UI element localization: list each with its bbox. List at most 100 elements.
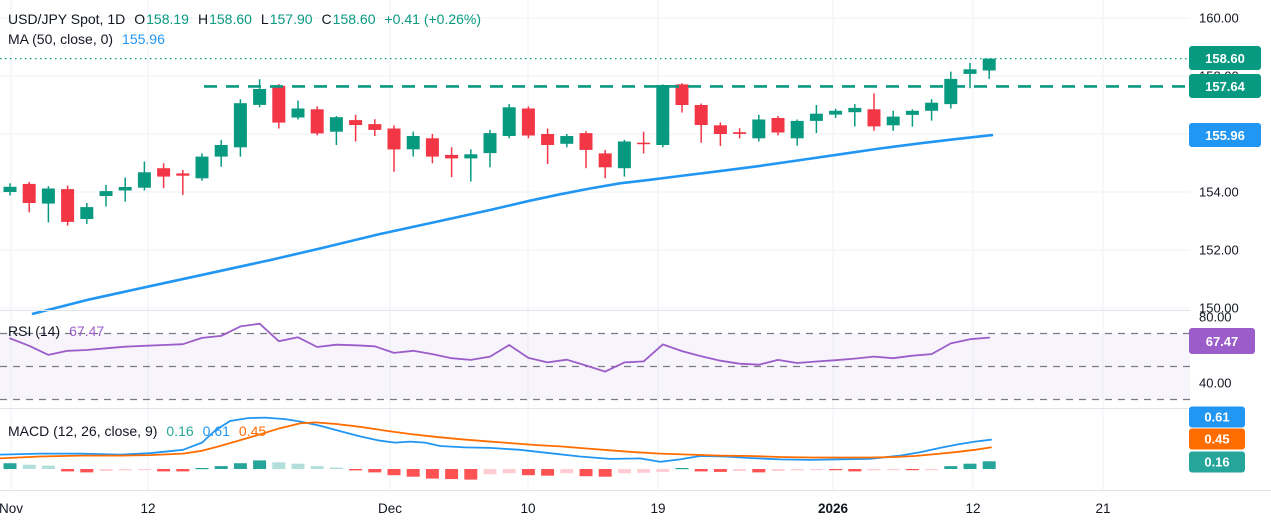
- macd-histogram-bar: [157, 469, 171, 472]
- macd-histogram-bar: [118, 469, 132, 471]
- macd-histogram-bar: [694, 469, 708, 472]
- rsi-title: RSI (14): [8, 323, 61, 339]
- macd-histogram-bar: [752, 469, 766, 473]
- macd-histogram-bar: [22, 464, 36, 469]
- time-axis-label: Dec: [377, 501, 403, 516]
- candle-body: [483, 133, 497, 154]
- time-axis[interactable]: Nov 12 Dec 10 19 2026 12 21: [0, 490, 1271, 530]
- candle-body: [80, 207, 94, 219]
- rsi-value: 67.47: [69, 323, 105, 339]
- price-axis-label: 150.00: [1199, 300, 1239, 316]
- candle-body: [541, 134, 555, 145]
- candle-body: [675, 84, 689, 105]
- price-axis-label: 40.00: [1199, 375, 1232, 391]
- ohlc-open: O 158.19: [134, 11, 189, 27]
- symbol-title: USD/JPY Spot, 1D: [8, 11, 126, 27]
- ohlc-high: H 158.60: [197, 11, 252, 27]
- macd-histogram-bar: [886, 469, 900, 471]
- macd-histogram-bar: [579, 469, 593, 477]
- macd-histogram-bar: [771, 469, 785, 471]
- candle-body: [617, 141, 631, 169]
- macd-histogram-bar: [137, 469, 151, 471]
- candle-body: [214, 145, 228, 157]
- macd-signal-line: [0, 421, 992, 460]
- price-axis-label: 154.00: [1199, 184, 1239, 200]
- time-axis-label: 21: [1095, 501, 1111, 516]
- candle-body: [944, 78, 958, 105]
- candle-body: [521, 108, 535, 136]
- candle-body: [886, 116, 900, 126]
- candle-body: [809, 113, 823, 121]
- candle-body: [329, 117, 343, 132]
- candle-body: [464, 154, 478, 159]
- macd-histogram-bar: [867, 469, 881, 471]
- candle-body: [771, 118, 785, 133]
- candle-body: [387, 128, 401, 150]
- candle-body: [118, 187, 132, 191]
- macd-histogram-bar: [848, 469, 862, 472]
- macd-signal-value: 0.45: [238, 423, 267, 439]
- macd-histogram-bar: [502, 469, 516, 474]
- price-badge: 0.45: [1189, 428, 1245, 450]
- symbol-legend[interactable]: USD/JPY Spot, 1D O 158.19 H 158.60 L 157.90…: [8, 11, 481, 27]
- rsi-legend[interactable]: RSI (14) 67.47: [8, 323, 104, 339]
- macd-histogram-bar: [61, 469, 75, 472]
- macd-line-value: 0.61: [202, 423, 230, 439]
- macd-histogram-bar: [310, 466, 324, 469]
- candle-body: [694, 105, 708, 125]
- price-badge: 0.16: [1189, 451, 1245, 473]
- candle-body: [176, 173, 190, 176]
- price-axis[interactable]: 160.00158.00154.00152.00150.0080.0040.00…: [1189, 0, 1271, 490]
- candle-body: [41, 188, 55, 204]
- ohlc-close: C 158.60: [321, 11, 376, 27]
- macd-histogram-bar: [41, 465, 55, 469]
- candle-body: [848, 107, 862, 113]
- macd-histogram-bar: [483, 469, 497, 475]
- macd-histogram-bar: [829, 469, 843, 471]
- candle-body: [925, 102, 939, 111]
- candle-body: [598, 153, 612, 168]
- candle-body: [982, 58, 996, 71]
- macd-histogram-bar: [637, 469, 651, 473]
- rsi-line: [9, 322, 991, 373]
- macd-histogram-bar: [809, 469, 823, 471]
- price-badge: 157.64: [1189, 74, 1261, 98]
- candle-body: [3, 186, 17, 192]
- candle-body: [637, 142, 651, 145]
- macd-histogram-bar: [560, 469, 574, 474]
- macd-title: MACD (12, 26, close, 9): [8, 423, 158, 439]
- macd-legend[interactable]: MACD (12, 26, close, 9) 0.16 0.61 0.45: [8, 423, 266, 439]
- macd-histogram-bar: [617, 469, 631, 474]
- candle-body: [425, 138, 439, 157]
- price-badge: 0.61: [1189, 406, 1245, 428]
- time-axis-label: Nov: [0, 501, 24, 516]
- candle-body: [733, 132, 747, 134]
- candle-body: [579, 133, 593, 150]
- candle-body: [752, 119, 766, 139]
- candle-body: [61, 189, 75, 222]
- price-axis-label: 160.00: [1199, 10, 1239, 26]
- macd-histogram-bar: [195, 468, 209, 470]
- macd-histogram-bar: [176, 469, 190, 472]
- macd-histogram-bar: [387, 469, 401, 476]
- macd-histogram-bar: [905, 469, 919, 471]
- time-axis-label: 10: [520, 501, 536, 516]
- candle-body: [291, 108, 305, 118]
- macd-histogram-bar: [713, 469, 727, 472]
- time-axis-label: 2026: [817, 501, 849, 516]
- price-badge: 67.47: [1189, 328, 1255, 354]
- macd-histogram-bar: [233, 463, 247, 469]
- macd-histogram-bar: [349, 469, 363, 471]
- candle-body: [963, 69, 977, 74]
- candle-body: [137, 172, 151, 188]
- candle-body: [867, 109, 881, 127]
- ma-legend[interactable]: MA (50, close, 0) 155.96: [8, 31, 165, 47]
- macd-histogram-bar: [521, 469, 535, 476]
- candle-body: [790, 120, 804, 139]
- time-axis-label: 12: [965, 501, 981, 516]
- ma-title: MA (50, close, 0): [8, 31, 114, 47]
- candle-body: [406, 136, 420, 150]
- candle-body: [195, 156, 209, 179]
